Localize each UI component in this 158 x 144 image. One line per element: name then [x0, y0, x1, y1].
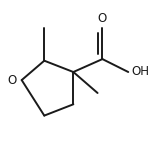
- Text: OH: OH: [131, 66, 149, 78]
- Text: O: O: [98, 12, 107, 25]
- Text: O: O: [8, 74, 17, 87]
